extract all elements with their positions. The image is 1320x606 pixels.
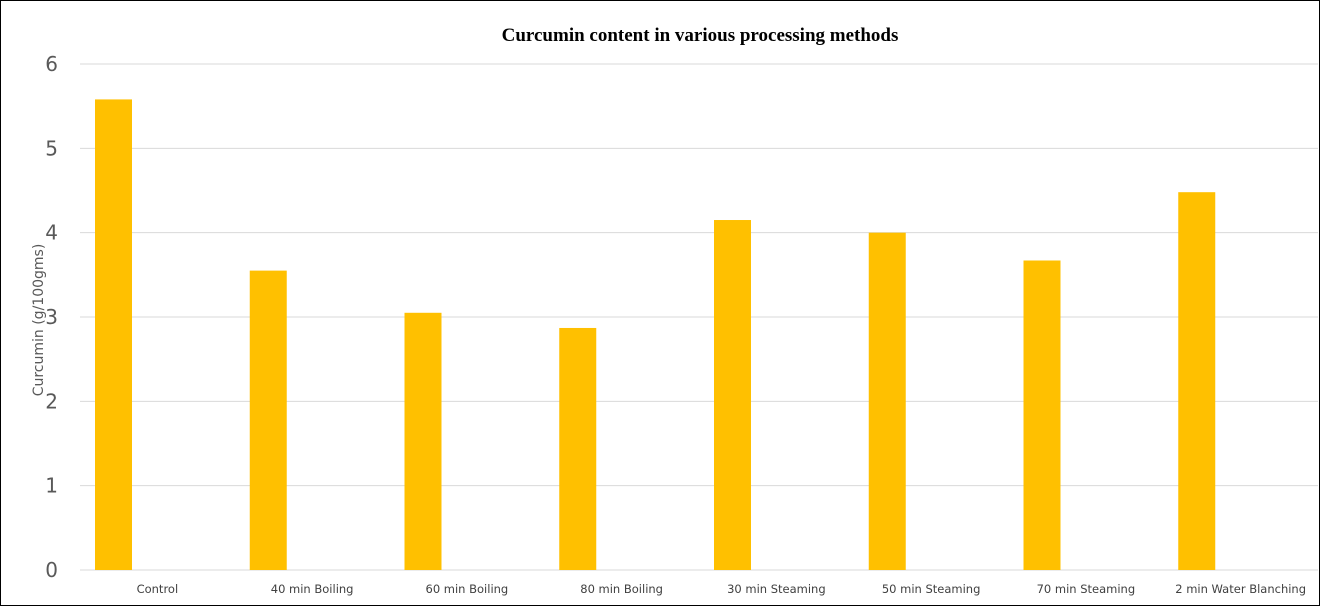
y-tick-label: 2 <box>45 389 58 413</box>
bar <box>559 327 597 570</box>
y-tick-label: 4 <box>45 221 58 245</box>
y-tick-labels: 0 1 2 3 4 5 6 <box>45 52 58 582</box>
y-tick-label: 6 <box>45 52 58 76</box>
bar <box>95 99 132 571</box>
bar <box>249 270 287 570</box>
y-tick-label: 1 <box>45 474 58 498</box>
y-axis-label: Curcumin (g/100gms) <box>31 244 47 397</box>
bar <box>1178 192 1216 571</box>
x-tick-label: 30 min Steaming <box>727 582 826 596</box>
y-tick-label: 0 <box>45 558 58 582</box>
bars <box>95 99 1216 571</box>
x-tick-label: 50 min Steaming <box>882 582 981 596</box>
x-tick-label: 40 min Boiling <box>271 582 354 596</box>
x-tick-label: 70 min Steaming <box>1037 582 1136 596</box>
x-tick-labels: Control 40 min Boiling 60 min Boiling 80 mi… <box>137 582 1306 596</box>
bar <box>1023 260 1061 570</box>
y-tick-label: 3 <box>45 305 58 329</box>
x-tick-label: 2 min Water Blanching <box>1175 582 1306 596</box>
chart-title: Curcumin content in various processing m… <box>502 25 899 46</box>
x-tick-label: 80 min Boiling <box>580 582 663 596</box>
y-tick-label: 5 <box>45 136 58 160</box>
bar <box>868 232 906 570</box>
bar <box>404 312 442 570</box>
x-tick-label: Control <box>137 582 179 596</box>
x-tick-label: 60 min Boiling <box>426 582 509 596</box>
bar <box>714 220 751 570</box>
